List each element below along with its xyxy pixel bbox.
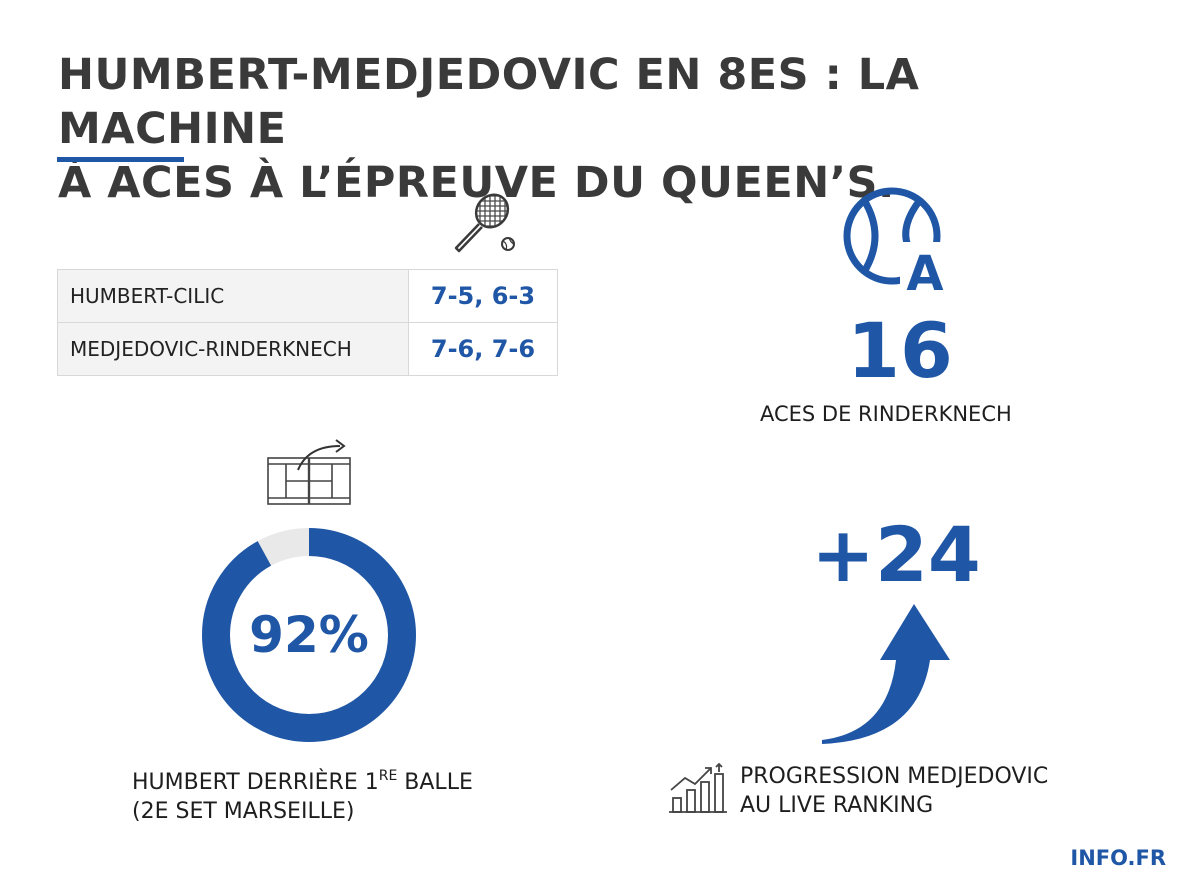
ranking-label-line2: AU LIVE RANKING xyxy=(740,793,934,818)
tennis-ball-ace-icon: A xyxy=(843,187,950,298)
ring-progress xyxy=(202,528,416,742)
match-name: MEDJEDOVIC-RINDERKNECH xyxy=(57,322,409,376)
ace-letter: A xyxy=(906,246,943,298)
ranking-label: PROGRESSION MEDJEDOVIC AU LIVE RANKING xyxy=(740,762,1120,820)
tennis-racket-icon xyxy=(454,190,515,253)
label-superscript: RE xyxy=(378,768,398,784)
match-score: 7-5, 6-3 xyxy=(408,269,558,323)
match-score: 7-6, 7-6 xyxy=(408,322,558,376)
ranking-value: +24 xyxy=(811,510,981,599)
first-serve-label-line2: (2E SET MARSEILLE) xyxy=(132,799,355,824)
match-name: HUMBERT-CILIC xyxy=(57,269,409,323)
growth-chart-icon xyxy=(669,762,727,813)
title-line-2: À ACES À L’ÉPREUVE DU QUEEN’S. xyxy=(58,158,895,208)
ranking-label-line1: PROGRESSION MEDJEDOVIC xyxy=(740,764,1049,789)
aces-value: 16 xyxy=(847,306,953,395)
tennis-court-icon xyxy=(267,439,351,505)
first-serve-label-line1: HUMBERT DERRIÈRE 1RE BALLE xyxy=(132,762,552,797)
page-title: HUMBERT-MEDJEDOVIC EN 8ES : LA MACHINE À… xyxy=(58,48,1158,210)
first-serve-ring xyxy=(202,528,416,742)
table-row: MEDJEDOVIC-RINDERKNECH 7-6, 7-6 xyxy=(57,322,558,376)
results-table: HUMBERT-CILIC 7-5, 6-3 MEDJEDOVIC-RINDER… xyxy=(57,269,558,376)
title-line-1: HUMBERT-MEDJEDOVIC EN 8ES : LA MACHINE xyxy=(58,50,920,154)
first-serve-label: HUMBERT DERRIÈRE 1RE BALLE (2E SET MARSE… xyxy=(132,762,552,826)
aces-label: ACES DE RINDERKNECH xyxy=(760,402,1012,426)
title-underline xyxy=(57,157,184,162)
brand-logo: INFO.FR xyxy=(1070,846,1166,870)
curved-up-arrow-icon xyxy=(822,604,950,744)
label-text: HUMBERT DERRIÈRE 1 xyxy=(132,770,379,795)
first-serve-value: 92% xyxy=(249,606,369,664)
label-text: BALLE xyxy=(397,770,473,795)
table-row: HUMBERT-CILIC 7-5, 6-3 xyxy=(57,269,558,323)
